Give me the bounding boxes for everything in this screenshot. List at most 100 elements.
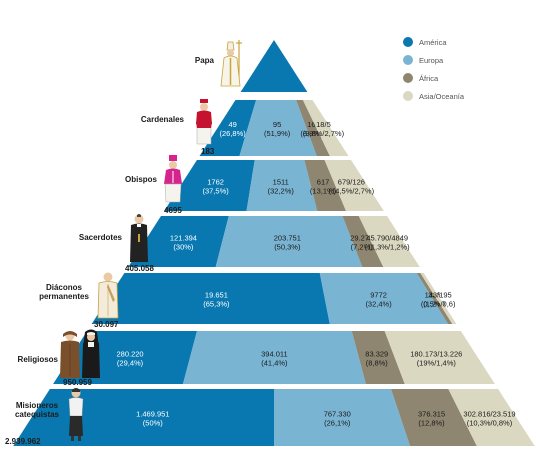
value-africa: 376.315	[418, 410, 445, 419]
segment-africa	[351, 331, 405, 384]
percent-america: (29,4%)	[117, 359, 144, 368]
tier-4: 121.394(30%) 203.751(50,3%) 29.274(7,2%)45…	[128, 216, 420, 267]
row-label-religiosos: Religiosos	[17, 355, 58, 364]
segment-asia-oceania	[448, 389, 535, 446]
value-europa: 203.751	[274, 234, 301, 243]
percent-asia-oceania: (0,5%/0,6)	[421, 300, 456, 309]
tier-1	[240, 40, 308, 92]
segment-africa	[304, 160, 347, 211]
legend-label-africa: África	[419, 73, 439, 83]
value-america: 121.394	[170, 234, 197, 243]
value-america: 1762	[207, 178, 224, 187]
value-asia-oceania: 679/126	[338, 178, 365, 187]
segment-africa	[342, 216, 384, 267]
tier-papa-shape	[240, 40, 308, 92]
value-america: 280.220	[116, 350, 143, 359]
segment-asia-oceania	[302, 100, 349, 156]
value-asia-oceania: 180.173/13.226	[410, 350, 462, 359]
segment-africa	[416, 273, 453, 324]
legend-swatch-europa	[403, 55, 413, 65]
legend-label-asia-oceania: Asia/Oceanía	[419, 91, 465, 101]
percent-europa: (32,2%)	[268, 187, 295, 196]
value-africa: 83.329	[365, 350, 388, 359]
legend-item-africa: África	[403, 69, 464, 87]
segment-asia-oceania	[324, 160, 384, 211]
row-label-obispos: Obispos	[124, 175, 157, 184]
percent-europa: (32,4%)	[365, 300, 392, 309]
cardinal-figure	[196, 99, 212, 145]
total-religiosos: 950.959	[63, 378, 92, 387]
value-europa: 9772	[370, 291, 387, 300]
pope-figure	[220, 40, 242, 87]
segment-africa	[390, 389, 477, 446]
percent-america: (37,5%)	[202, 187, 229, 196]
segment-america	[91, 273, 330, 324]
segment-europa	[274, 389, 411, 446]
value-africa: 29.274	[350, 234, 373, 243]
legend-item-europa: Europa	[403, 51, 464, 69]
segment-asia-oceania	[384, 331, 495, 384]
missionary-figure	[68, 388, 84, 441]
segment-asia-oceania	[358, 216, 420, 267]
total-obispos: 4695	[164, 206, 182, 215]
tier-6: 280.220(29,4%) 394.011(41,4%) 83.329(8,8%)…	[53, 331, 495, 384]
percent-africa: (8,8%)	[300, 129, 323, 138]
total-diaconos: 30.097	[94, 320, 119, 329]
legend: América Europa África Asia/Oceanía	[403, 33, 464, 105]
value-europa: 394.011	[261, 350, 288, 359]
value-america: 19.651	[205, 291, 228, 300]
segment-america	[199, 100, 257, 156]
legend-label-america: América	[419, 37, 447, 47]
value-africa: 16	[307, 120, 315, 129]
percent-africa: (1,2%)	[423, 300, 446, 309]
percent-asia-oceania: (11,3%/1,2%)	[365, 243, 410, 252]
legend-swatch-africa	[403, 73, 413, 83]
tier-3: 1762(37,5%) 1511(32,2%) 617(13,1%)679/126(…	[164, 160, 384, 211]
legend-swatch-america	[403, 37, 413, 47]
value-america: 1.469.951	[136, 410, 169, 419]
tier-2: 49(26,8%) 95(51,9%) 16(8,8%)18/5(9,8%/2,7%…	[199, 100, 349, 156]
percent-europa: (26,1%)	[324, 419, 351, 428]
value-asia-oceania: 18/5	[316, 120, 331, 129]
value-asia-oceania: 143/195	[425, 291, 452, 300]
percent-america: (65,3%)	[203, 300, 230, 309]
segment-europa	[319, 273, 448, 324]
row-label-cardenales: Cardenales	[140, 115, 184, 124]
value-europa: 767.330	[324, 410, 351, 419]
row-label-diaconos: Diáconos permanentes	[39, 283, 89, 301]
segment-africa	[296, 100, 330, 156]
row-label-misioneros: Misioneros catequistas	[14, 401, 60, 419]
value-europa: 1511	[273, 178, 289, 187]
total-cardenales: 183	[201, 147, 215, 156]
percent-asia-oceania: (10,3%/0,8%)	[467, 419, 513, 428]
value-asia-oceania: 45.790/4849	[366, 234, 408, 243]
legend-item-america: América	[403, 33, 464, 51]
segment-europa	[239, 100, 317, 156]
percent-europa: (41,4%)	[261, 359, 288, 368]
percent-europa: (50,3%)	[274, 243, 301, 252]
value-asia-oceania: 302.816/23.519	[463, 410, 515, 419]
percent-america: (30%)	[173, 243, 194, 252]
row-label-sacerdotes: Sacerdotes	[78, 233, 122, 242]
percent-america: (50%)	[143, 419, 164, 428]
segment-america	[164, 160, 255, 211]
percent-africa: (8,8%)	[366, 359, 389, 368]
percent-asia-oceania: (9,8%/2,7%)	[303, 129, 345, 138]
value-europa: 95	[273, 120, 281, 129]
percent-america: (26,8%)	[220, 129, 247, 138]
legend-item-asia-oceania: Asia/Oceanía	[403, 87, 464, 105]
religious-figures	[60, 329, 100, 378]
segment-asia-oceania	[420, 273, 457, 324]
total-misioneros: 2.939.962	[5, 437, 41, 446]
row-label-papa: Papa	[194, 56, 214, 65]
percent-europa: (51,9%)	[264, 129, 291, 138]
percent-africa: (13,1%)	[310, 187, 337, 196]
percent-asia-oceania: (19%/1,4%)	[417, 359, 457, 368]
priest-figure	[130, 214, 148, 262]
percent-africa: (12,8%)	[418, 419, 445, 428]
total-sacerdotes: 405.058	[125, 264, 154, 273]
segment-europa	[215, 216, 363, 267]
tier-7: 1.469.951(50%) 767.330(26,1%) 376.315(12,8…	[13, 389, 535, 446]
percent-africa: (7,2%)	[351, 243, 374, 252]
